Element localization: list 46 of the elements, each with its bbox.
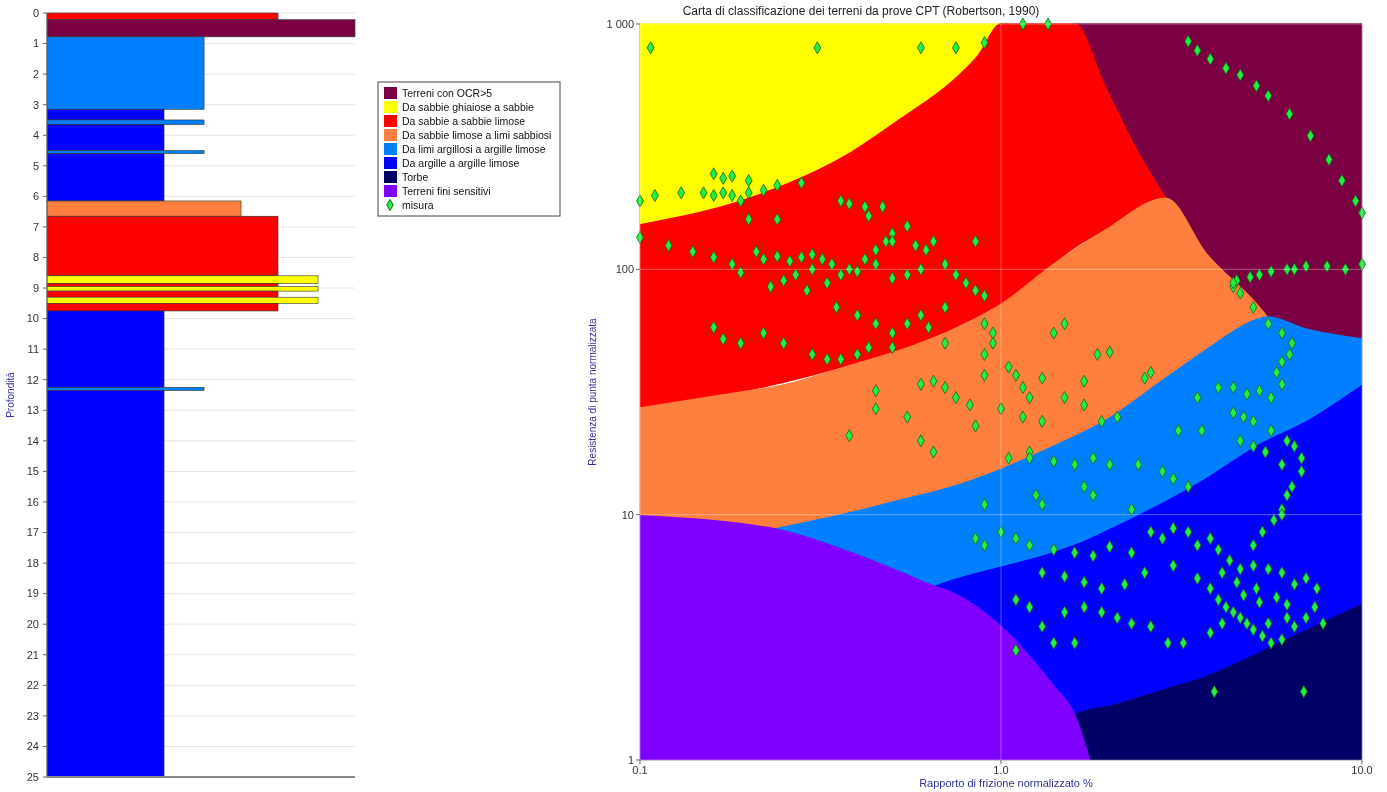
y-tick-label: 0 — [32, 6, 39, 19]
y-axis-title: Resistenza di punta normalizzata — [587, 317, 598, 466]
legend-label: Da limi argillosi a argille limose — [402, 142, 546, 155]
legend-label: Da argille a argille limose — [402, 156, 520, 169]
y-tick-label: 12 — [26, 373, 39, 386]
y-tick-label: 1 000 — [606, 17, 634, 30]
y-tick-label: 5 — [32, 159, 39, 172]
y-tick-label: 10 — [621, 508, 634, 521]
legend-label: Da sabbie limose a limi sabbiosi — [402, 128, 552, 141]
chart-title: Carta di classificazione dei terreni da prove CPT (Robertson, 1990) — [682, 4, 1040, 18]
y-tick-label: 8 — [32, 251, 39, 264]
y-tick-label: 19 — [26, 587, 39, 600]
y-tick-label: 14 — [26, 434, 39, 447]
y-tick-label: 15 — [26, 465, 39, 478]
x-tick-label: 0.1 — [632, 764, 648, 776]
legend-label: misura — [402, 198, 434, 211]
y-tick-label: 11 — [27, 343, 39, 356]
y-tick-label: 18 — [26, 556, 39, 569]
y-tick-label: 23 — [26, 709, 39, 722]
legend-label: Terreni con OCR>5 — [402, 86, 493, 99]
y-tick-label: 24 — [26, 740, 39, 753]
y-tick-label: 3 — [32, 98, 39, 111]
y-tick-label: 100 — [615, 263, 634, 276]
legend-label: Da sabbie ghiaiose a sabbie — [402, 100, 535, 113]
y-tick-label: 2 — [32, 67, 39, 80]
y-tick-label: 1 — [627, 753, 634, 766]
y-tick-label: 13 — [26, 404, 39, 417]
y-tick-label: 10 — [26, 312, 39, 325]
legend-label: Torbe — [402, 170, 429, 183]
y-tick-label: 7 — [32, 220, 39, 233]
y-tick-label: 25 — [26, 770, 39, 783]
legend-label: Da sabbie a sabbie limose — [402, 114, 526, 127]
y-tick-label: 16 — [26, 495, 39, 508]
y-tick-label: 17 — [26, 526, 39, 539]
y-tick-label: 1 — [32, 37, 39, 50]
y-tick-label: 21 — [26, 648, 39, 661]
x-axis-title: Rapporto di frizione normalizzato % — [919, 777, 1094, 789]
y-tick-label: 20 — [26, 618, 39, 631]
x-tick-label: 10.0 — [1351, 764, 1373, 776]
y-axis-title: Profondità — [5, 371, 16, 418]
y-tick-label: 4 — [32, 129, 39, 142]
legend-label: Terreni fini sensitivi — [402, 184, 491, 197]
y-tick-label: 22 — [26, 679, 39, 692]
x-tick-label: 1.0 — [993, 764, 1009, 776]
y-tick-label: 9 — [32, 281, 39, 294]
y-tick-label: 6 — [32, 190, 39, 203]
